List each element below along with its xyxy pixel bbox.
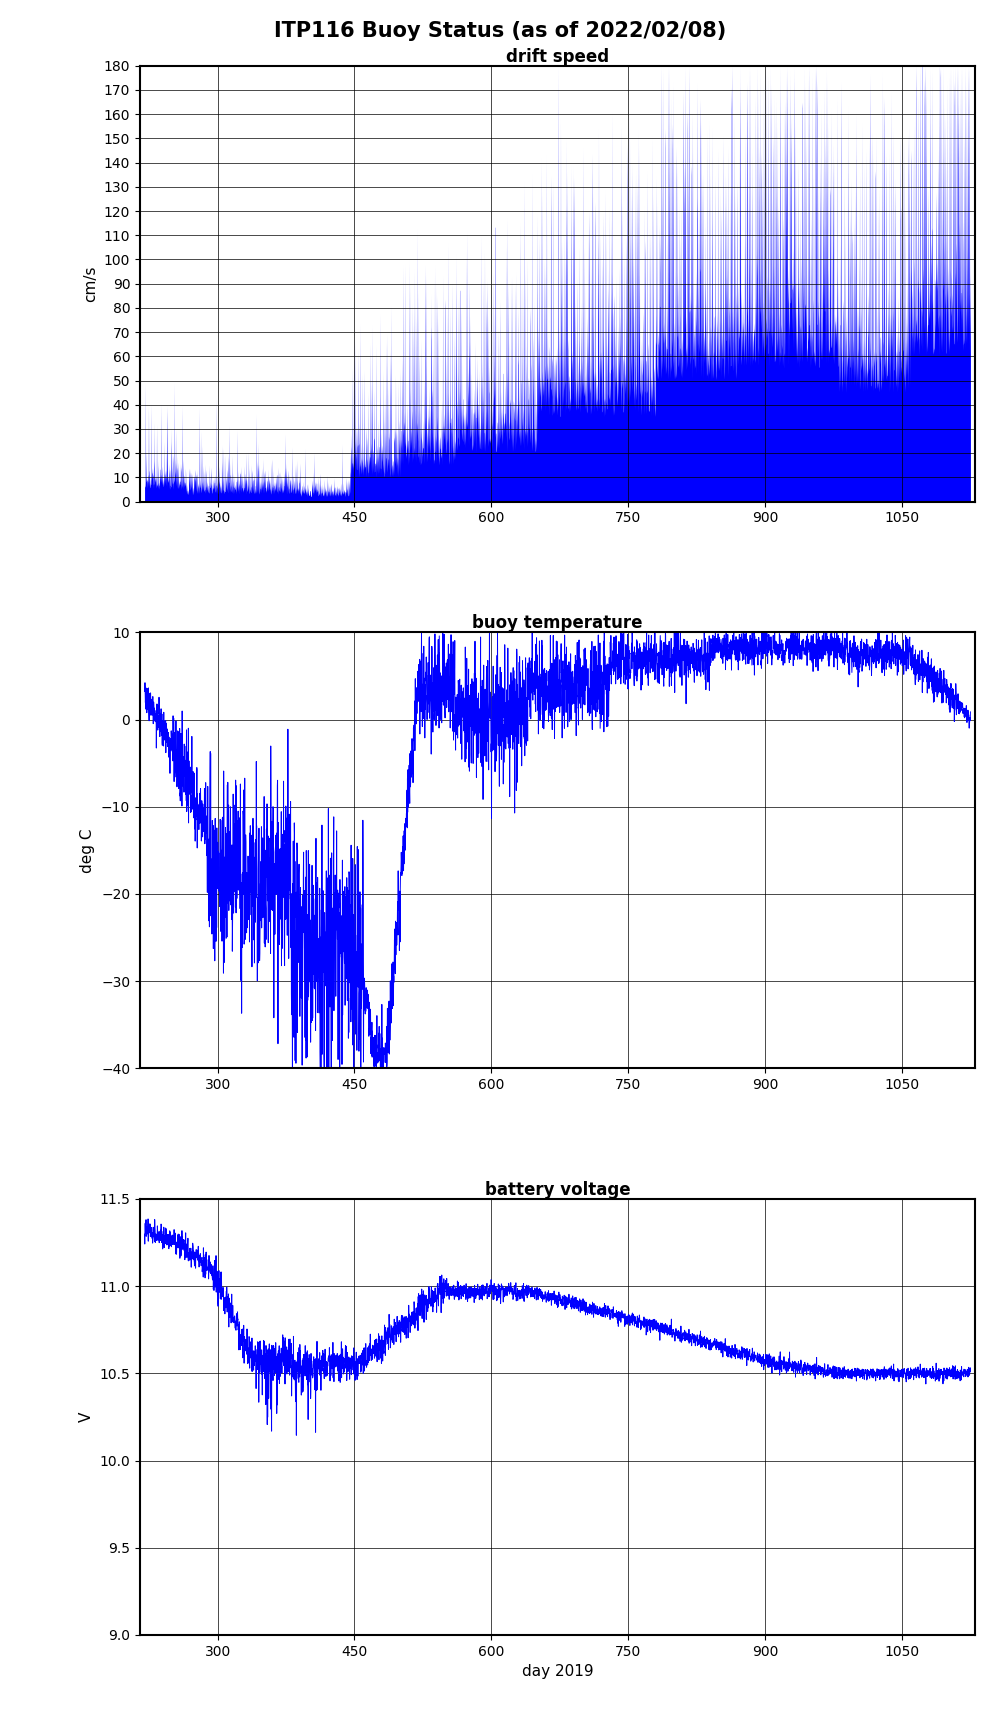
- Title: drift speed: drift speed: [506, 47, 609, 66]
- Y-axis label: V: V: [79, 1412, 94, 1422]
- Y-axis label: deg C: deg C: [80, 829, 95, 872]
- Title: buoy temperature: buoy temperature: [472, 614, 643, 631]
- Title: battery voltage: battery voltage: [485, 1182, 630, 1199]
- Text: ITP116 Buoy Status (as of 2022/02/08): ITP116 Buoy Status (as of 2022/02/08): [274, 21, 726, 42]
- X-axis label: day 2019: day 2019: [522, 1664, 593, 1680]
- Y-axis label: cm/s: cm/s: [83, 265, 98, 303]
